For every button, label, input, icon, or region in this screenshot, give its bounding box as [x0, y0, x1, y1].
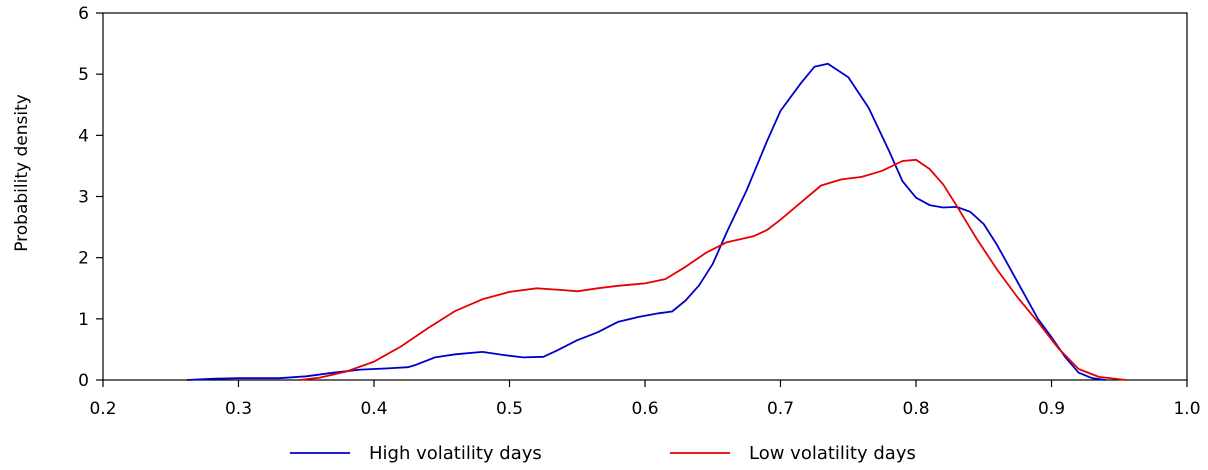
x-tick-label: 0.5 — [496, 399, 523, 419]
x-tick-label: 0.7 — [767, 399, 794, 419]
y-tick-label: 6 — [78, 4, 89, 24]
y-axis: 0 1 2 3 4 5 6 — [78, 4, 103, 391]
y-tick-label: 2 — [78, 249, 89, 269]
x-tick-label: 0.3 — [225, 399, 252, 419]
series-lines — [186, 62, 1127, 381]
x-tick-label: 0.9 — [1038, 399, 1065, 419]
plot-frame — [102, 12, 1188, 381]
y-tick-label: 0 — [78, 371, 89, 391]
y-tick-label: 3 — [78, 188, 89, 208]
x-tick-label: 0.6 — [631, 399, 658, 419]
series-line-high-volatility — [186, 62, 1106, 381]
y-tick-label: 4 — [78, 126, 89, 146]
y-axis-title: Probability density — [12, 94, 32, 252]
y-tick-label: 5 — [78, 65, 89, 85]
legend-label: Low volatility days — [749, 443, 916, 464]
x-axis: 0.2 0.3 0.4 0.5 0.6 0.7 0.8 0.9 1.0 — [89, 380, 1201, 419]
legend: High volatility days Low volatility days — [290, 443, 916, 464]
x-tick-label: 1.0 — [1173, 399, 1200, 419]
x-tick-label: 0.8 — [902, 399, 929, 419]
series-line-low-volatility — [299, 158, 1127, 381]
y-tick-label: 1 — [78, 310, 89, 330]
x-tick-label: 0.2 — [89, 399, 116, 419]
x-tick-label: 0.4 — [360, 399, 387, 419]
legend-label: High volatility days — [369, 443, 542, 464]
